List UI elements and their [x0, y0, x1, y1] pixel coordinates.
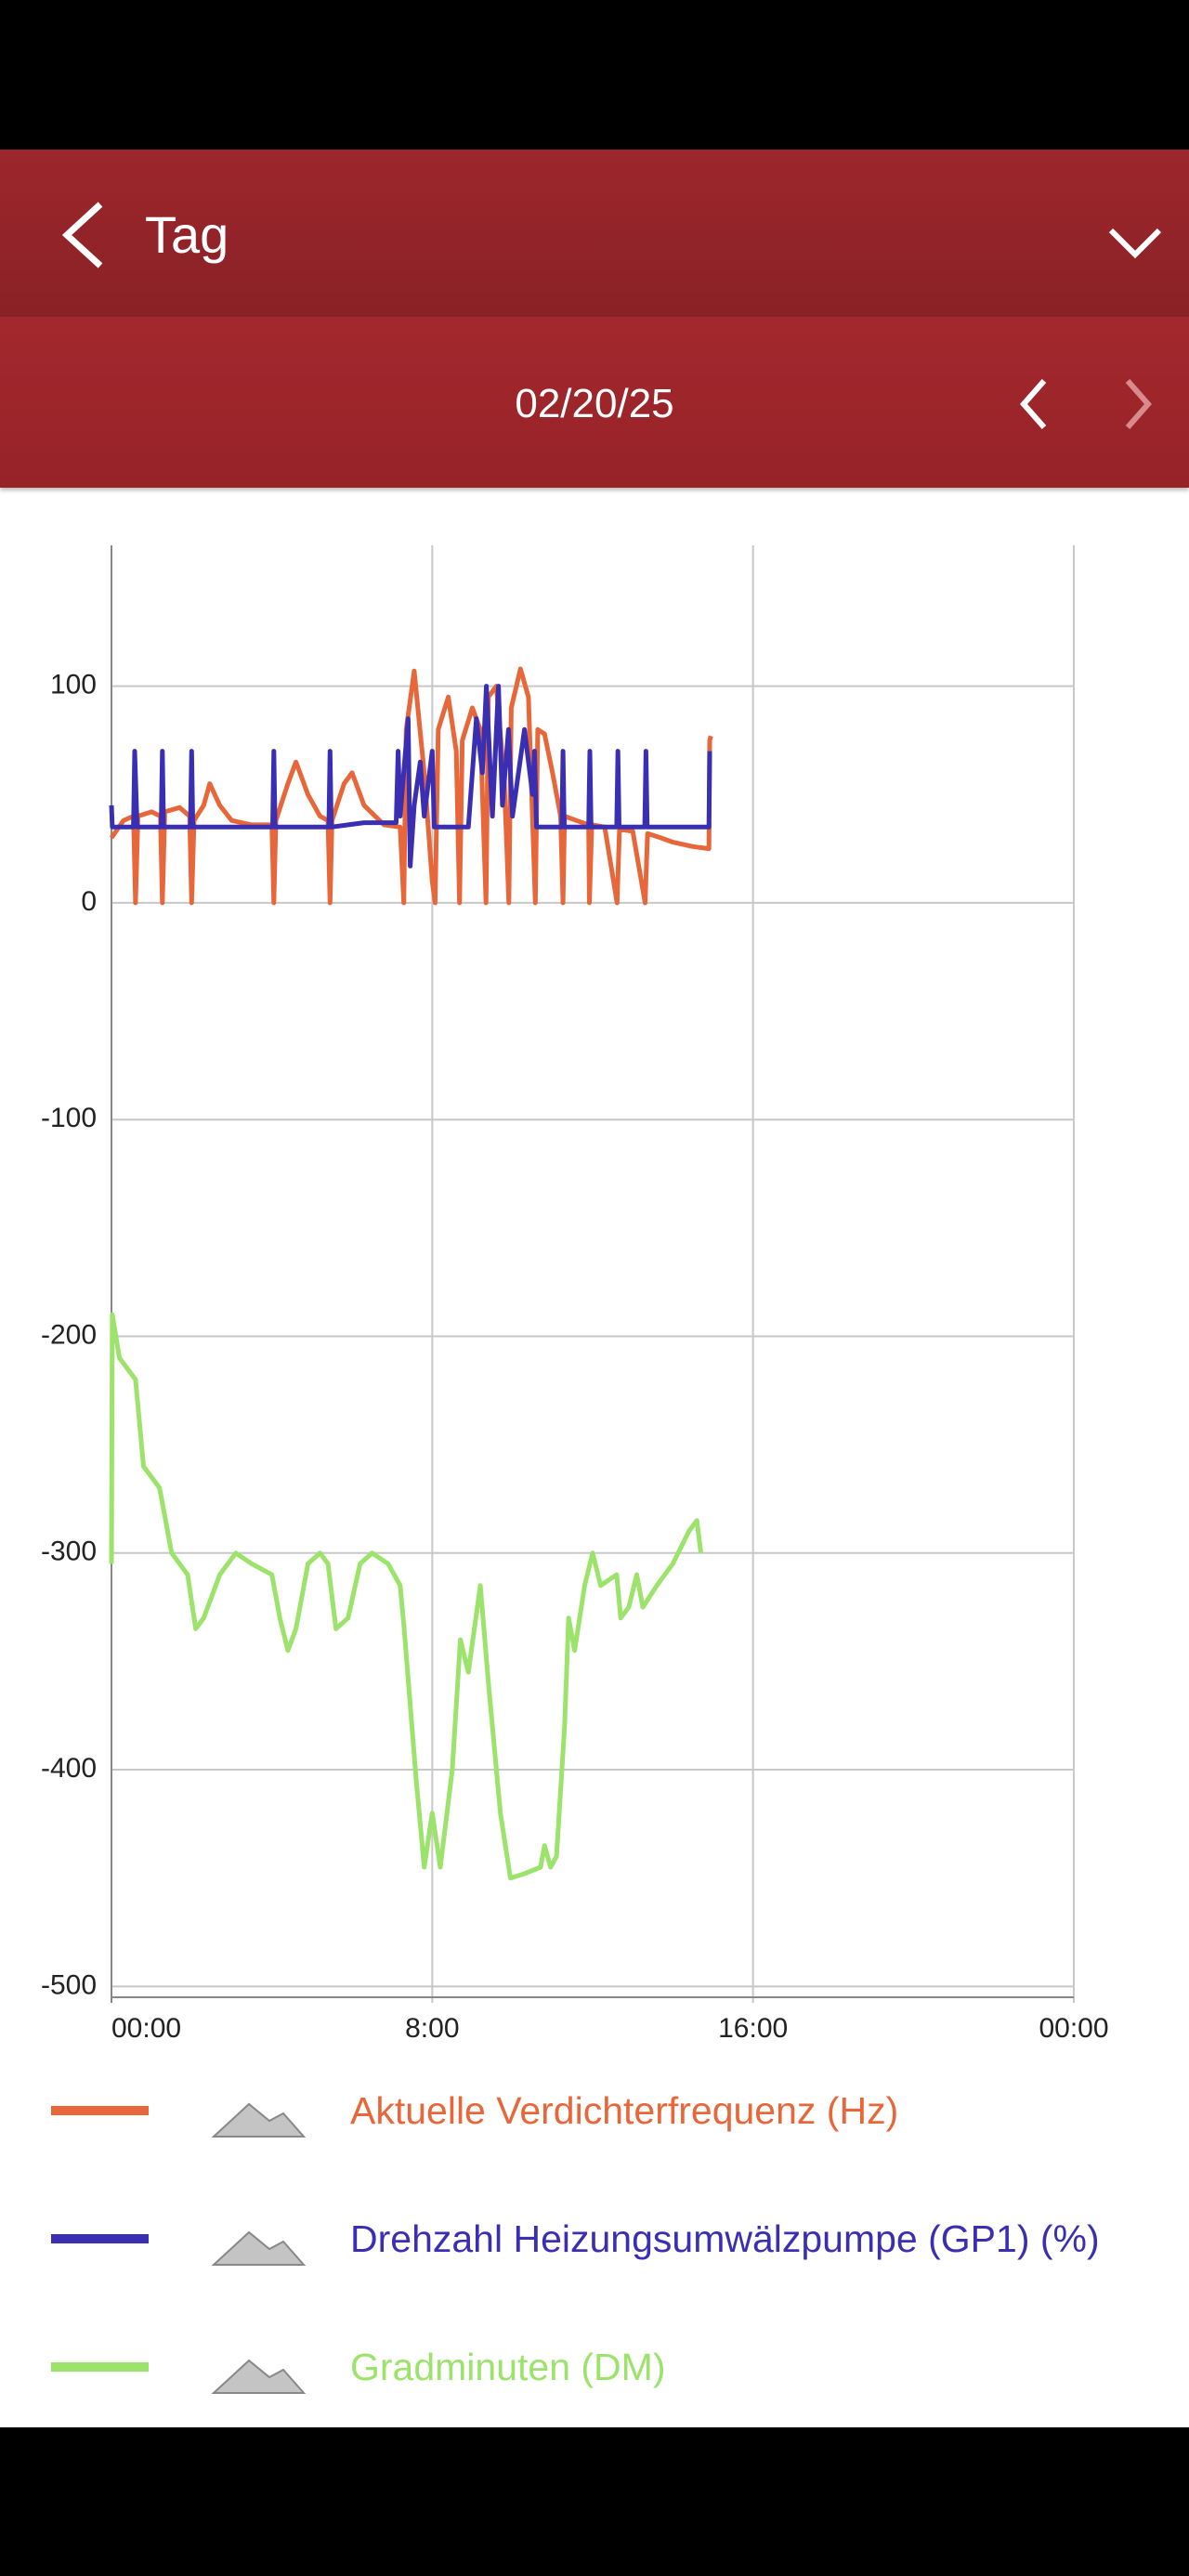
legend-label[interactable]: Gradminuten (DM) [350, 2346, 666, 2388]
y-tick-label: -400 [41, 1753, 97, 1784]
y-tick-label: -200 [41, 1319, 97, 1350]
data-line [109, 1312, 703, 1881]
y-tick-label: 100 [50, 670, 97, 700]
data-line [109, 684, 712, 869]
legend-label[interactable]: Drehzahl Heizungsumwälzpumpe (GP1) (%) [350, 2217, 1100, 2260]
y-tick-label: -100 [41, 1103, 97, 1133]
x-tick-label: 16:00 [718, 2013, 788, 2044]
screen-title: Tag [145, 205, 229, 264]
status-bar [0, 0, 1189, 150]
y-tick-label: -500 [41, 1969, 97, 2000]
x-tick-label: 8:00 [405, 2013, 459, 2044]
legend-label[interactable]: Aktuelle Verdichterfrequenz (Hz) [350, 2089, 899, 2132]
x-tick-label: 00:00 [1039, 2013, 1108, 2044]
x-tick-label: 00:00 [111, 2013, 181, 2044]
y-tick-label: -300 [41, 1536, 97, 1567]
chart: 100 0 -100 -200 -300 -400 -500 00:00 8:00 16:00 00… [41, 545, 1109, 2372]
data-line [109, 666, 713, 906]
date-bar [0, 317, 1189, 488]
y-tick-label: 0 [81, 886, 97, 917]
navigation-bar [0, 2427, 1189, 2576]
date-label[interactable]: 02/20/25 [515, 381, 674, 426]
app-bar [0, 150, 1189, 317]
